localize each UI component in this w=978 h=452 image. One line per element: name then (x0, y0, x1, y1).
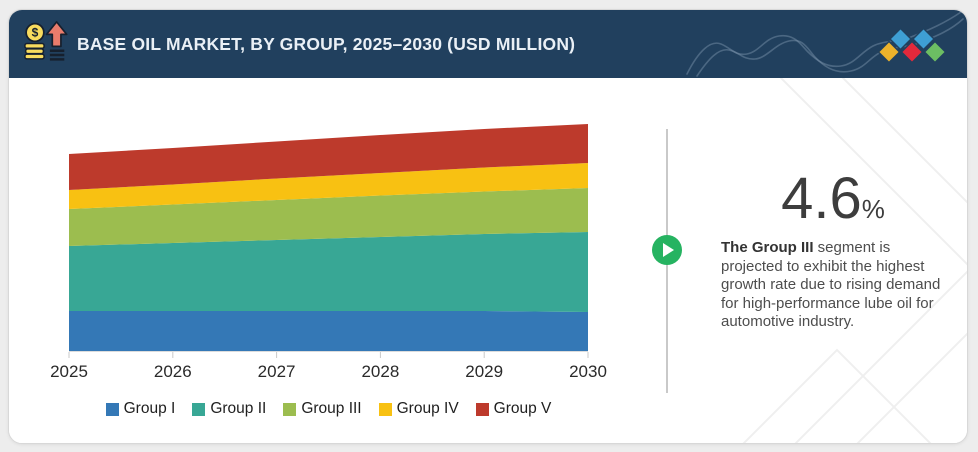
legend-item-group-ii: Group II (192, 400, 266, 418)
header-bar: $ BASE OIL MARKET, BY GROUP, 2025–2030 (… (9, 10, 967, 78)
x-axis-labels: 2025 2026 2027 2028 2029 2030 (50, 362, 607, 384)
x-axis-label-2027: 2027 (257, 362, 296, 381)
legend-label: Group V (493, 400, 552, 417)
callout-text: The Group III segment is projected to ex… (721, 239, 953, 332)
logo-diamond-1 (889, 27, 912, 51)
chart-legend: Group I Group II Group III Group IV Group V (69, 400, 588, 418)
callout-highlight: The Group III (721, 239, 814, 256)
x-axis-label-2025: 2025 (50, 362, 88, 381)
logo-diamond-3 (912, 27, 935, 51)
play-icon (652, 235, 682, 265)
x-axis-label-2029: 2029 (465, 362, 504, 381)
area-group-iii (69, 188, 588, 246)
legend-label: Group I (123, 400, 176, 417)
money-growth-icon: $ (24, 21, 68, 61)
card-body: 2025 2026 2027 2028 2029 2030 Group I Group II… (9, 78, 967, 443)
legend-item-group-iv: Group IV (378, 400, 459, 418)
growth-rate-number: 4.6 (781, 166, 862, 231)
infographic-card: $ BASE OIL MARKET, BY GROUP, 2025–2030 (… (8, 9, 968, 444)
logo-diamond-4 (923, 40, 947, 64)
area-group-iv (69, 163, 588, 209)
stacked-area-chart (68, 124, 589, 358)
legend-swatch (283, 403, 297, 416)
svg-text:$: $ (32, 26, 39, 40)
x-axis-label-2026: 2026 (153, 362, 192, 381)
legend-item-group-v: Group V (475, 400, 552, 418)
legend-swatch (378, 403, 392, 416)
x-axis-label-2030: 2030 (569, 362, 607, 381)
area-group-v (69, 124, 588, 190)
growth-rate-value: 4.6% (713, 166, 953, 233)
legend-swatch (475, 403, 489, 416)
logo-diamonds (877, 27, 947, 64)
logo-diamond-0 (877, 40, 901, 64)
legend-item-group-i: Group I (105, 400, 176, 418)
legend-swatch (105, 403, 119, 416)
play-triangle-icon (663, 243, 674, 257)
x-axis-label-2028: 2028 (361, 362, 400, 381)
legend-swatch (192, 403, 206, 416)
dollar-coin-icon (25, 22, 45, 43)
header-decoration (686, 11, 964, 77)
up-arrow-icon (45, 21, 68, 48)
chart-title: BASE OIL MARKET, BY GROUP, 2025–2030 (US… (77, 33, 576, 54)
callout-body: segment is projected to exhibit the high… (721, 239, 941, 330)
percent-sign: % (861, 194, 885, 224)
legend-label: Group IV (396, 400, 459, 417)
area-group-i (69, 311, 588, 351)
legend-label: Group II (210, 400, 267, 417)
logo-diamond-2 (900, 40, 924, 64)
area-group-ii (69, 232, 588, 312)
legend-item-group-iii: Group III (283, 400, 362, 418)
legend-label: Group III (301, 400, 362, 417)
